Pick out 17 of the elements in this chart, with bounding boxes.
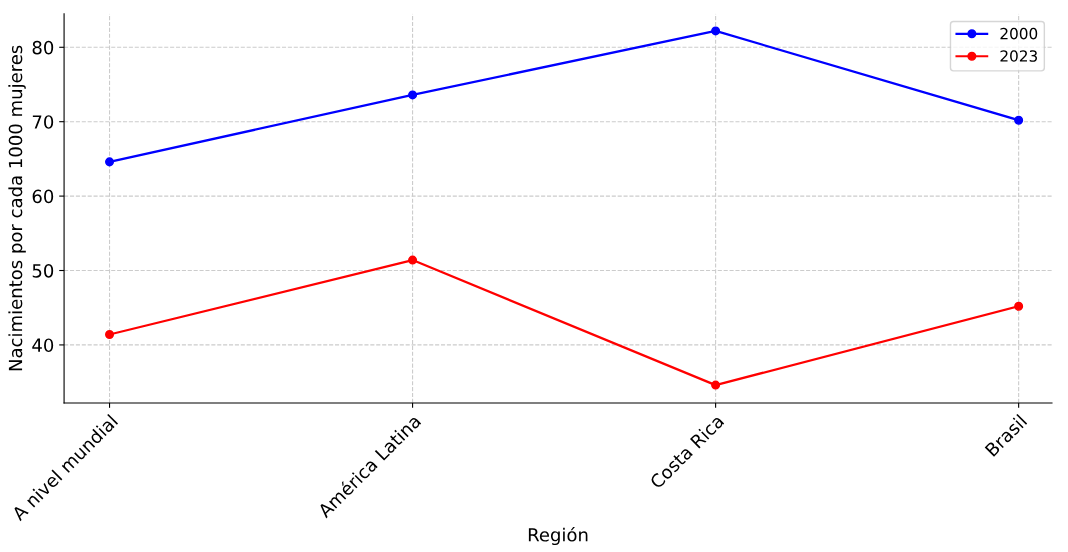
- point: [1014, 301, 1024, 311]
- legend-label: 2000: [1000, 27, 1038, 40]
- point: [408, 255, 418, 265]
- y-axis-title: Nacimientos por cada 1000 mujeres: [8, 45, 26, 371]
- y-tick-label: 50: [32, 263, 54, 278]
- x-axis-title: Región: [528, 526, 588, 546]
- y-tick-label: 80: [32, 40, 54, 55]
- point: [711, 26, 721, 36]
- point: [1014, 115, 1024, 125]
- y-tick-label: 60: [32, 189, 54, 204]
- point: [408, 90, 418, 100]
- point: [711, 380, 721, 390]
- point: [105, 329, 115, 340]
- y-tick-label: 40: [32, 338, 54, 353]
- y-tick-label: 70: [32, 115, 54, 129]
- point: [105, 157, 115, 167]
- legend-label: 2023: [1000, 50, 1037, 62]
